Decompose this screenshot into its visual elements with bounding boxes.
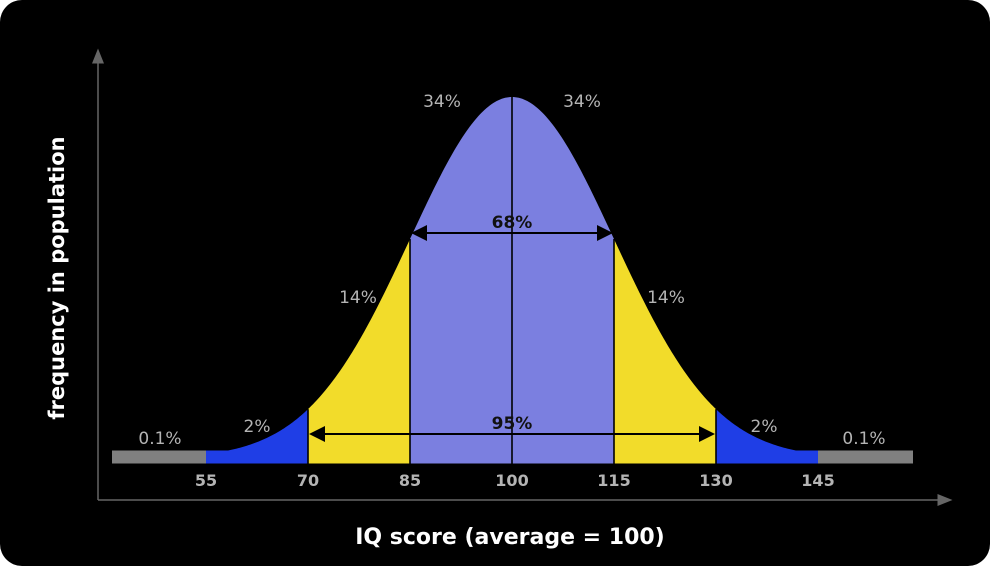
- region-70-85: [308, 239, 410, 464]
- region-115-130: [614, 239, 716, 464]
- region-100-115: [512, 97, 614, 464]
- range-spans: 68% 95%: [309, 213, 715, 442]
- region-label: 2%: [751, 417, 778, 437]
- region-label: 0.1%: [138, 429, 181, 449]
- distribution-regions: [112, 97, 913, 464]
- x-tick-label: 85: [399, 471, 421, 490]
- x-tick-label: 55: [195, 471, 217, 490]
- region-label: 0.1%: [842, 429, 885, 449]
- region-label: 34%: [563, 92, 601, 112]
- region-label: 14%: [647, 288, 685, 308]
- span-label: 95%: [492, 414, 533, 434]
- x-tick-label: 100: [495, 471, 528, 490]
- x-tick-label: 130: [699, 471, 732, 490]
- x-tick-label: 145: [801, 471, 834, 490]
- region-label: 14%: [339, 288, 377, 308]
- y-axis-label: frequency in population: [45, 136, 69, 419]
- region-130-145: [716, 409, 818, 464]
- region-labels: 0.1% 2% 14% 34% 34% 14% 2% 0.1%: [138, 92, 885, 449]
- region-145-160: [818, 450, 913, 464]
- region-label: 34%: [423, 92, 461, 112]
- region-85-100: [410, 97, 512, 464]
- x-tick-labels: 55 70 85 100 115 130 145: [195, 471, 835, 490]
- x-tick-label: 70: [297, 471, 319, 490]
- x-axis-label: IQ score (average = 100): [355, 525, 664, 550]
- x-tick-label: 115: [597, 471, 630, 490]
- region-40-55: [112, 450, 206, 464]
- span-label: 68%: [492, 213, 533, 233]
- region-55-70: [206, 409, 308, 464]
- region-label: 2%: [244, 417, 271, 437]
